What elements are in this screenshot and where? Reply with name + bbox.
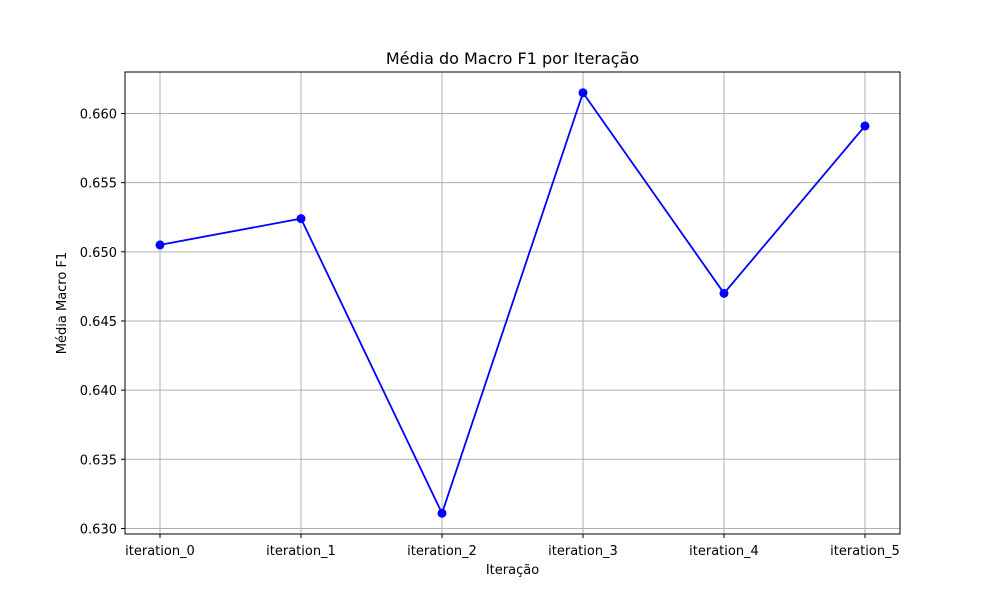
y-tick-label: 0.645 — [80, 315, 117, 330]
grid — [125, 72, 900, 534]
y-tick-label: 0.655 — [80, 177, 117, 192]
data-point — [578, 88, 588, 98]
data-point — [860, 121, 870, 131]
y-axis-label: Média Macro F1 — [55, 252, 70, 354]
chart-title: Média do Macro F1 por Iteração — [386, 49, 639, 68]
plot-frame — [124, 71, 901, 535]
y-tick-label: 0.650 — [80, 246, 117, 261]
x-tick-label: iteration_2 — [407, 544, 477, 559]
x-axis: iteration_0 iteration_1 iteration_2 iterati… — [125, 534, 900, 559]
data-point — [719, 288, 729, 298]
x-tick-label: iteration_4 — [689, 544, 759, 559]
x-tick-label: iteration_0 — [125, 544, 195, 559]
y-tick-label: 0.630 — [80, 522, 117, 537]
series-layer — [155, 88, 870, 518]
x-tick-label: iteration_1 — [266, 544, 336, 559]
x-axis-label: Iteração — [486, 563, 539, 578]
x-tick-label: iteration_3 — [548, 544, 618, 559]
data-point — [437, 508, 447, 518]
x-tick-label: iteration_5 — [830, 544, 900, 559]
y-axis: 0.630 0.635 0.640 0.645 0.650 0.655 0.660 — [80, 107, 125, 537]
data-point — [155, 240, 165, 250]
y-tick-label: 0.640 — [80, 384, 117, 399]
series-line — [159, 91, 866, 515]
y-tick-label: 0.635 — [80, 453, 117, 468]
y-tick-label: 0.660 — [80, 107, 117, 122]
data-point — [296, 214, 306, 224]
